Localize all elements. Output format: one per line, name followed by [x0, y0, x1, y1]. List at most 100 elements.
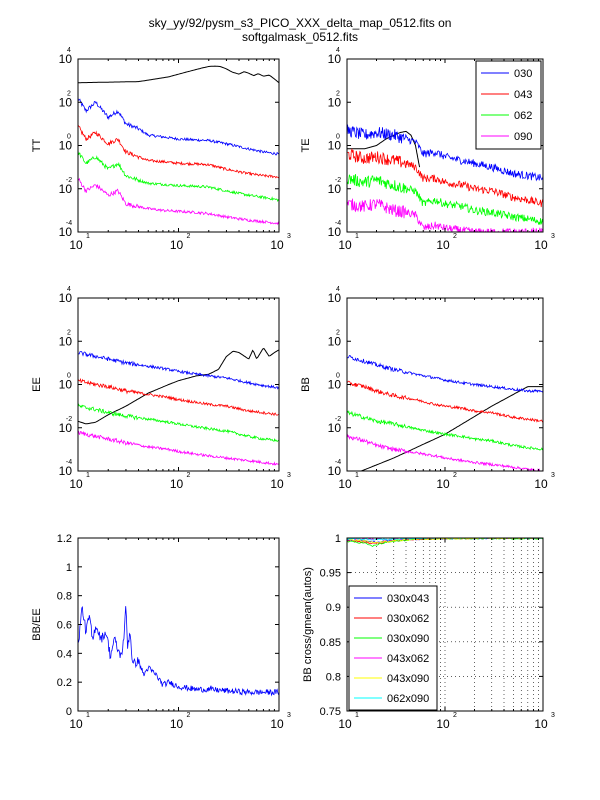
- y-tick-label: 10: [328, 464, 342, 478]
- y-tick-label: 10: [59, 378, 73, 392]
- legend-box: [348, 585, 438, 711]
- y-tick-label: 10: [59, 334, 73, 348]
- x-tick-exponent: 1: [86, 472, 90, 479]
- x-tick-exponent: 2: [187, 472, 191, 479]
- y-axis-label-TT: TT: [31, 139, 43, 153]
- legend-label-043x062: 043x062: [387, 653, 429, 665]
- x-tick-label: 10: [270, 477, 284, 491]
- x-tick-exponent: 1: [86, 712, 90, 719]
- y-tick-exponent: 0: [67, 134, 71, 141]
- series-line-043: [347, 380, 543, 423]
- y-tick-label: 0.2: [57, 677, 72, 689]
- y-tick-exponent: -2: [66, 416, 72, 423]
- y-tick-label: 10: [59, 464, 73, 478]
- y-tick-label: 0.9: [326, 602, 341, 614]
- series-group-BBEE: [78, 606, 279, 697]
- x-tick-label: 10: [170, 717, 184, 731]
- y-tick-exponent: -2: [66, 177, 72, 184]
- series-line-090: [78, 177, 279, 226]
- x-tick-exponent: 1: [355, 233, 359, 240]
- y-tick-label: 10: [328, 225, 342, 239]
- axes-frame-EE: [77, 297, 280, 472]
- y-tick-exponent: 4: [67, 286, 71, 293]
- y-tick-label: 10: [328, 421, 342, 435]
- x-tick-exponent: 3: [287, 712, 291, 719]
- y-tick-label: 0.4: [57, 648, 72, 660]
- y-tick-exponent: -4: [66, 220, 72, 227]
- series-line-030: [347, 355, 543, 394]
- x-tick-exponent: 3: [551, 472, 555, 479]
- y-tick-label: 0.85: [320, 637, 341, 649]
- y-tick-label: 1.2: [57, 533, 72, 545]
- x-tick-label: 10: [338, 238, 352, 252]
- x-tick-label: 10: [69, 717, 83, 731]
- legend-label-043x090: 043x090: [387, 673, 429, 685]
- y-tick-exponent: 2: [67, 329, 71, 336]
- y-axis-label-BBcross: BB cross/gmean(autos): [302, 567, 314, 682]
- legend-BBcross: 030x043 030x062 030x090 043x062 043x090 062x0…: [348, 585, 438, 711]
- x-tick-label: 10: [69, 238, 83, 252]
- series-group-BB: [347, 355, 543, 471]
- y-axis-label-TE: TE: [300, 138, 312, 152]
- series-line-030: [78, 97, 279, 156]
- figure-title-line2: softgalmask_0512.fits: [241, 30, 359, 44]
- y-tick-label: 10: [59, 95, 73, 109]
- y-tick-label: 10: [59, 225, 73, 239]
- y-tick-exponent: 0: [67, 373, 71, 380]
- series-line-theory: [78, 347, 279, 425]
- y-tick-exponent: -4: [335, 220, 341, 227]
- y-tick-label: 10: [328, 182, 342, 196]
- series-line-062: [78, 403, 279, 443]
- y-tick-label: 10: [328, 95, 342, 109]
- legend-label-062: 062: [514, 110, 532, 122]
- series-line-090: [347, 434, 543, 471]
- y-tick-label: 0.6: [57, 620, 72, 632]
- x-tick-exponent: 2: [187, 233, 191, 240]
- y-tick-label: 10: [328, 139, 342, 153]
- legend-TE: 030 043 062 090: [475, 60, 542, 150]
- y-tick-exponent: -4: [335, 459, 341, 466]
- y-tick-label: 10: [59, 139, 73, 153]
- y-tick-label: 0.75: [320, 706, 341, 718]
- y-axis-label-BBEE: BB/EE: [31, 608, 43, 640]
- axes-frame-TT: [77, 58, 280, 233]
- series-line-theory: [361, 386, 543, 471]
- y-tick-exponent: 2: [67, 90, 71, 97]
- x-tick-label: 10: [436, 238, 450, 252]
- series-line-090: [78, 430, 279, 466]
- legend-label-062x090: 062x090: [387, 693, 429, 705]
- y-tick-label: 10: [328, 291, 342, 305]
- x-tick-label: 10: [534, 717, 548, 731]
- x-tick-label: 10: [270, 238, 284, 252]
- series-line-030: [78, 606, 279, 697]
- y-tick-label: 0: [66, 706, 72, 718]
- series-line-062: [347, 410, 543, 451]
- figure-title-line1: sky_yy/92/pysm_s3_PICO_XXX_delta_map_051…: [148, 16, 452, 30]
- x-tick-exponent: 2: [453, 472, 457, 479]
- x-tick-label: 10: [170, 238, 184, 252]
- legend-label-030x062: 030x062: [387, 613, 429, 625]
- x-tick-exponent: 3: [551, 712, 555, 719]
- series-group-EE: [78, 347, 279, 466]
- legend-box: [475, 60, 542, 150]
- series-line-030: [347, 124, 543, 182]
- x-tick-label: 10: [338, 477, 352, 491]
- x-tick-exponent: 1: [86, 233, 90, 240]
- series-group-TT: [78, 65, 279, 226]
- legend-label-030x043: 030x043: [387, 593, 429, 605]
- y-tick-exponent: 4: [67, 47, 71, 54]
- x-tick-label: 10: [534, 477, 548, 491]
- series-line-043: [347, 148, 543, 208]
- series-line-062: [78, 150, 279, 203]
- axes-frame-BBEE: [77, 537, 280, 712]
- series-line-043x062: [347, 538, 543, 541]
- legend-label-030: 030: [514, 68, 532, 80]
- legend-label-090: 090: [514, 131, 532, 143]
- y-tick-label: 0.8: [326, 671, 341, 683]
